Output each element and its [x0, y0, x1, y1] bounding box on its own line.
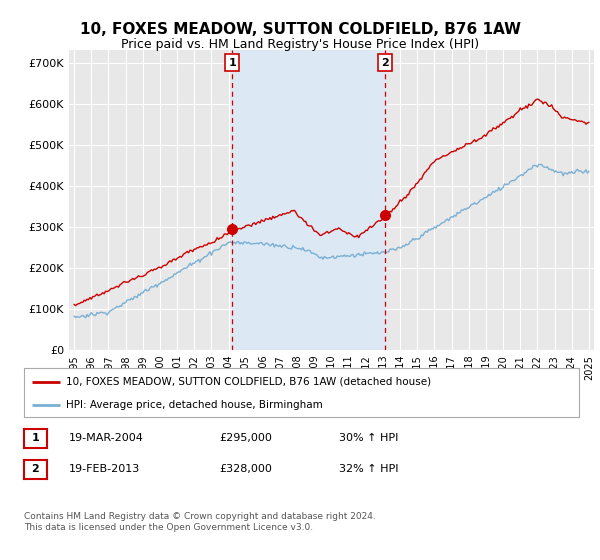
Text: 19-FEB-2013: 19-FEB-2013 — [69, 464, 140, 474]
Text: 19-MAR-2004: 19-MAR-2004 — [69, 433, 144, 443]
Text: 30% ↑ HPI: 30% ↑ HPI — [339, 433, 398, 443]
Text: 32% ↑ HPI: 32% ↑ HPI — [339, 464, 398, 474]
Text: 2: 2 — [381, 58, 389, 68]
Text: 1: 1 — [228, 58, 236, 68]
Text: HPI: Average price, detached house, Birmingham: HPI: Average price, detached house, Birm… — [65, 400, 322, 410]
Text: Price paid vs. HM Land Registry's House Price Index (HPI): Price paid vs. HM Land Registry's House … — [121, 38, 479, 50]
Bar — [232, 50, 385, 350]
Text: 1: 1 — [32, 433, 39, 444]
Text: Contains HM Land Registry data © Crown copyright and database right 2024.
This d: Contains HM Land Registry data © Crown c… — [24, 512, 376, 532]
Text: 10, FOXES MEADOW, SUTTON COLDFIELD, B76 1AW: 10, FOXES MEADOW, SUTTON COLDFIELD, B76 … — [79, 22, 521, 38]
Text: 10, FOXES MEADOW, SUTTON COLDFIELD, B76 1AW (detached house): 10, FOXES MEADOW, SUTTON COLDFIELD, B76 … — [65, 377, 431, 387]
Text: £328,000: £328,000 — [219, 464, 272, 474]
Text: 2: 2 — [32, 464, 39, 474]
Text: £295,000: £295,000 — [219, 433, 272, 443]
